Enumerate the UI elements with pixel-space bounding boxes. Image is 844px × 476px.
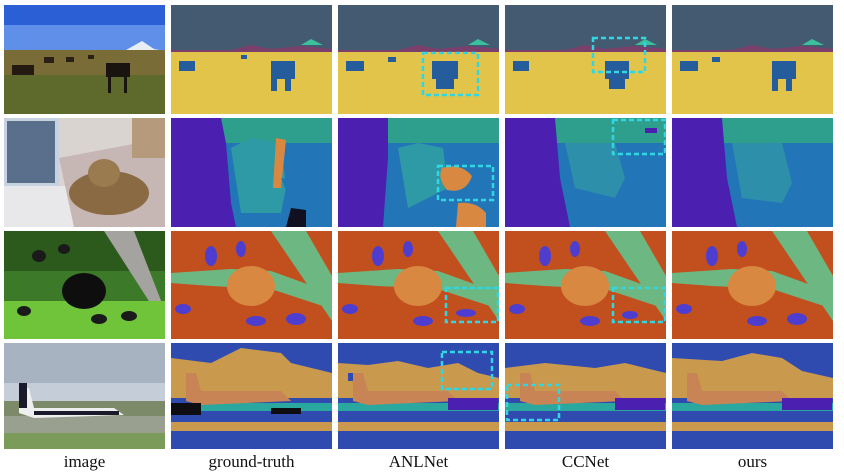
row-1-image (4, 5, 165, 114)
column-label-ccnet: CCNet (561, 452, 610, 471)
column-label-ours: ours (737, 452, 768, 471)
row-1-ours (672, 5, 833, 114)
row-1-ccnet (505, 5, 666, 114)
row-3-image (4, 231, 165, 339)
row-3-anlnet (338, 231, 499, 339)
row-2-ground-truth (171, 118, 332, 227)
row-3-ccnet (505, 231, 666, 339)
row-1-anlnet (338, 5, 499, 114)
row-2-ccnet (505, 118, 666, 227)
row-2-ours (672, 118, 833, 227)
row-4-image (4, 343, 165, 449)
row-3-ground-truth (171, 231, 332, 339)
column-label-image: image (63, 452, 106, 471)
row-2-image (4, 118, 165, 227)
row-4-ground-truth (171, 343, 332, 449)
row-2-anlnet (338, 118, 499, 227)
row-4-anlnet (338, 343, 499, 449)
column-label-anlnet: ANLNet (388, 452, 449, 471)
row-3-ours (672, 231, 833, 339)
row-4-ccnet (505, 343, 666, 449)
row-1-ground-truth (171, 5, 332, 114)
row-4-ours (672, 343, 833, 449)
column-label-ground-truth: ground-truth (208, 452, 295, 471)
